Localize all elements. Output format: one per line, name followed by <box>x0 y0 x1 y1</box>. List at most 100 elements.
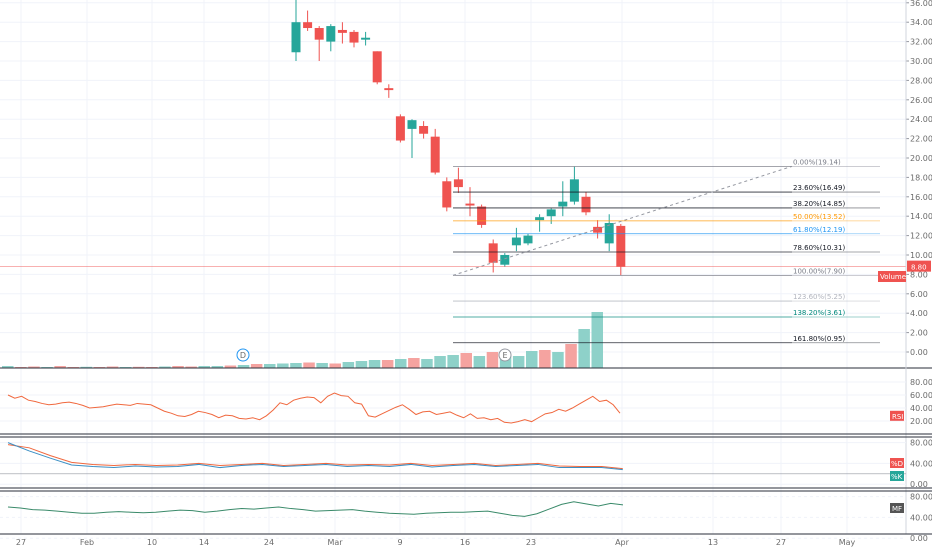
volume-tag-label: Volume <box>880 273 906 281</box>
candle-body <box>523 235 533 244</box>
volume-bar <box>381 360 394 368</box>
fib-trend-line <box>452 165 793 276</box>
candle-body <box>384 88 394 91</box>
time-tick-label: 10 <box>147 538 157 547</box>
candle-body <box>303 22 313 29</box>
fib-level-label: 123.60%(5.25) <box>793 293 845 301</box>
price-tick-label: 4.00 <box>910 309 928 318</box>
mf-tick-label: 80.00 <box>910 493 932 502</box>
fibonacci-retracement: 0.00%(19.14) 23.60%(16.49) 38.20%(14.85) 50… <box>452 158 880 344</box>
price-tick-label: 0.00 <box>910 348 928 357</box>
stoch-d-tag-bg <box>890 458 904 468</box>
candle-body <box>581 196 591 213</box>
volume-bar <box>303 362 315 368</box>
volume-bar <box>539 350 551 368</box>
candle-body <box>291 22 301 53</box>
time-tick-label: May <box>839 538 856 547</box>
candlestick-series <box>291 0 626 276</box>
price-tick-label: 2.00 <box>910 329 928 338</box>
volume-series <box>2 312 603 368</box>
volume-bar <box>591 312 603 368</box>
volume-bar <box>512 356 525 368</box>
candle-body <box>442 181 452 208</box>
volume-bar <box>486 352 499 368</box>
time-axis: 27 Feb 10 14 24 Mar 9 16 23 Apr 13 27 May <box>16 538 856 547</box>
candle-body <box>314 28 324 40</box>
fib-level-label: 61.80%(12.19) <box>793 226 845 234</box>
volume-bar <box>211 366 224 368</box>
price-tick-label: 6.00 <box>910 290 928 299</box>
rsi-line <box>7 392 621 424</box>
price-tick-label: 12.00 <box>910 232 932 241</box>
volume-bar <box>342 362 355 368</box>
price-tick-label: 18.00 <box>910 173 932 182</box>
price-tick-label: 16.00 <box>910 193 932 202</box>
candle-body <box>349 31 359 43</box>
volume-bar <box>237 365 250 368</box>
stoch-k-line <box>7 442 623 471</box>
volume-bar <box>460 353 472 368</box>
rsi-tag: RSI <box>892 413 903 421</box>
time-tick-label: Apr <box>615 538 630 547</box>
price-tick-label: 28.00 <box>910 76 932 85</box>
price-tag-value: 8.80 <box>911 264 927 272</box>
stochastic-pane: 80.00 40.00 0.00 %D %K <box>0 439 932 489</box>
mf-tag-bg <box>890 503 904 513</box>
price-tick-label: 22.00 <box>910 135 932 144</box>
time-tick-label: 24 <box>264 538 274 547</box>
volume-bar <box>250 364 263 368</box>
candle-body <box>361 37 371 40</box>
volume-bar <box>552 352 564 368</box>
mf-tag: MF <box>892 505 902 513</box>
rsi-tick-label: 60.00 <box>910 391 932 400</box>
price-tick-label: 26.00 <box>910 96 932 105</box>
volume-bar <box>421 359 433 368</box>
volume-bar <box>264 364 276 368</box>
volume-bar <box>368 360 381 368</box>
marker-label: E <box>502 351 507 360</box>
event-marker-e: E <box>498 348 512 362</box>
volume-bar <box>133 366 145 368</box>
stoch-tick-label: 80.00 <box>910 439 932 448</box>
marker-circle <box>236 348 250 362</box>
volume-bar <box>290 363 302 368</box>
marker-label: D <box>240 351 246 360</box>
time-tick-label: 14 <box>199 538 209 547</box>
candle-body <box>419 125 429 134</box>
rsi-tick-label: 20.00 <box>910 417 932 426</box>
volume-bar <box>224 365 237 368</box>
candle-body <box>511 237 521 246</box>
fib-level-label: 0.00%(19.14) <box>793 158 841 166</box>
volume-bar <box>565 344 577 368</box>
candle-body <box>453 179 463 188</box>
price-tick-label: 24.00 <box>910 115 932 124</box>
time-tick-label: Feb <box>80 538 94 547</box>
rsi-tick-label: 40.00 <box>910 404 932 413</box>
candle-body <box>395 116 405 141</box>
stoch-k-tag: %K <box>891 473 903 481</box>
candle-body <box>465 203 475 206</box>
volume-bar <box>355 361 368 368</box>
price-tag-bg <box>907 260 931 272</box>
price-tick-label: 20.00 <box>910 154 932 163</box>
volume-bar <box>578 329 590 368</box>
volume-bar <box>159 366 171 368</box>
volume-bar <box>198 366 210 368</box>
volume-bar <box>2 366 14 368</box>
volume-bar <box>28 366 40 368</box>
candle-body <box>535 217 545 221</box>
volume-bar <box>185 366 197 368</box>
candle-body <box>604 222 614 244</box>
volume-bar <box>329 363 341 368</box>
candle-body <box>488 243 498 263</box>
candle-body <box>500 255 510 265</box>
volume-bar <box>395 359 407 368</box>
candle-body <box>616 225 626 267</box>
candle-body <box>593 226 603 233</box>
fib-level-label: 161.80%(0.95) <box>793 335 845 343</box>
fib-level-label: 38.20%(14.85) <box>793 200 845 208</box>
mf-line <box>7 501 624 517</box>
stoch-tick-label: 0.00 <box>910 480 928 489</box>
volume-bar <box>526 351 538 368</box>
